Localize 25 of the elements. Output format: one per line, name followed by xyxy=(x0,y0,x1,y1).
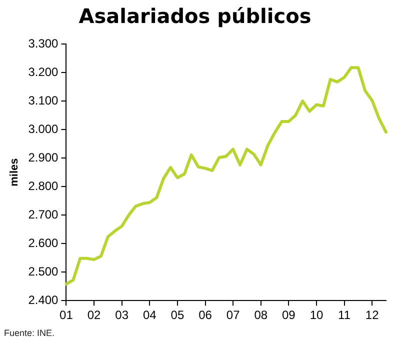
y-tick-label: 2.800 xyxy=(28,178,59,193)
y-tick-label: 2.900 xyxy=(28,150,59,164)
x-tick-label: 04 xyxy=(142,308,157,322)
y-tick-label: 3.100 xyxy=(28,93,59,108)
x-tick-label: 11 xyxy=(338,308,351,322)
x-tick-label: 08 xyxy=(254,308,268,322)
x-tick-label: 09 xyxy=(282,308,296,322)
y-tick-label: 3.200 xyxy=(28,64,59,79)
y-axis-title: miles xyxy=(8,158,21,186)
y-tick-label: 2.700 xyxy=(28,207,59,222)
x-tick-label: 07 xyxy=(226,308,240,322)
x-tick-label: 10 xyxy=(310,308,324,322)
source-note: Fuente: INE. xyxy=(4,328,55,338)
x-tick-label: 01 xyxy=(60,308,74,322)
x-tick-label: 05 xyxy=(170,308,184,322)
y-tick-label: 3.300 xyxy=(28,36,59,50)
y-tick-label: 3.000 xyxy=(28,122,59,136)
x-tick-label: 03 xyxy=(115,308,129,322)
y-tick-label: 2.400 xyxy=(28,292,59,307)
x-tick-label: 06 xyxy=(198,308,212,322)
chart-title: Asalariados públicos xyxy=(78,4,312,28)
x-tick-label: 12 xyxy=(365,308,380,322)
x-tick-label: 02 xyxy=(87,308,102,322)
y-tick-label: 2.500 xyxy=(28,264,59,278)
y-tick-label: 2.600 xyxy=(28,236,59,250)
